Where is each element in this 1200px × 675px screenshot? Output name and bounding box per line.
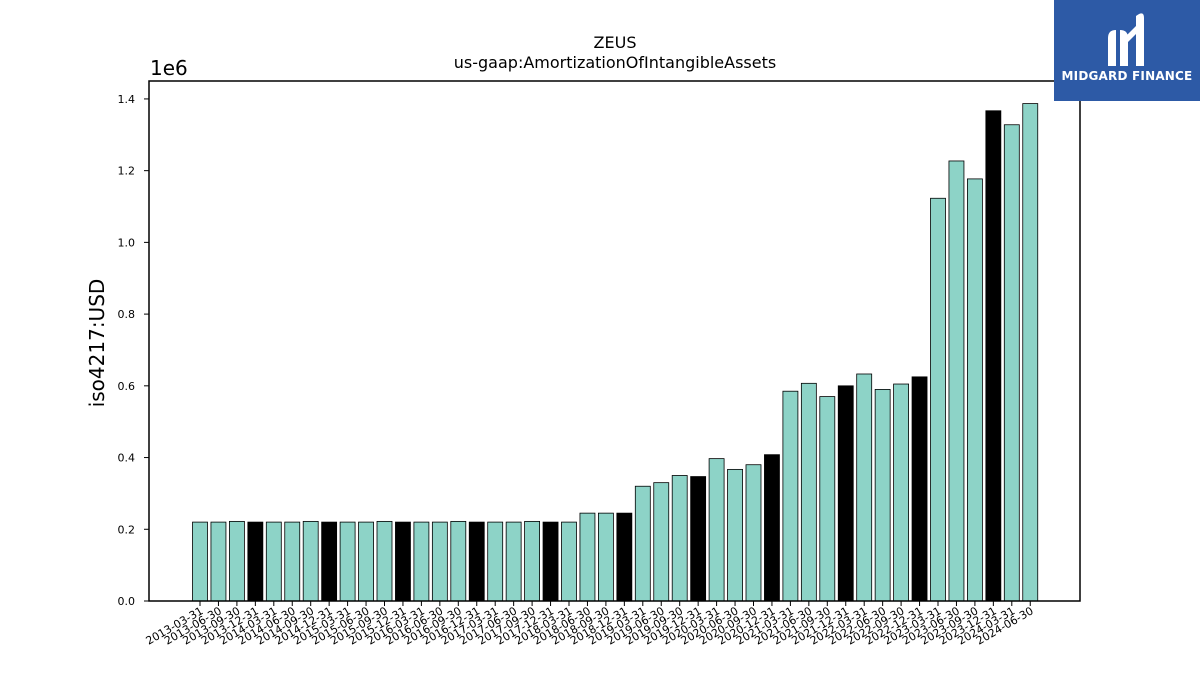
bar-2016-12-31 — [468, 521, 485, 602]
bar-2023-03-31 — [930, 197, 946, 602]
bar-2018-09-30 — [598, 512, 614, 602]
bar-2015-06-30 — [358, 521, 374, 602]
midgard-logo-icon — [1108, 13, 1144, 66]
bar-2022-12-31 — [911, 376, 928, 602]
bar-2020-12-31 — [764, 454, 780, 602]
bar-2016-06-30 — [431, 521, 448, 602]
bar-2013-12-31 — [247, 521, 264, 602]
bar-2017-03-31 — [487, 521, 504, 602]
bar-2022-03-31 — [856, 373, 873, 602]
y-tick-label: 0.8 — [118, 308, 136, 321]
bar-2016-03-31 — [413, 521, 430, 602]
y-tick-label: 0.0 — [118, 595, 136, 608]
bar-2017-06-30 — [505, 521, 522, 602]
bar-2021-12-31 — [837, 385, 854, 602]
brand-logo: MIDGARD FINANCE — [1054, 0, 1200, 101]
bar-2023-12-31 — [985, 110, 1002, 602]
bar-2024-03-31 — [1003, 124, 1020, 602]
bar-2020-03-31 — [708, 458, 725, 602]
bar-2019-09-30 — [671, 475, 688, 602]
bar-2023-09-30 — [967, 178, 983, 602]
bar-2021-09-30 — [819, 396, 836, 602]
bar-2014-06-30 — [284, 521, 301, 602]
y-tick-label: 1.4 — [118, 93, 136, 106]
y-tick-label: 1.2 — [118, 165, 136, 178]
bar-2019-12-31 — [690, 476, 707, 602]
bar-2013-03-31 — [192, 521, 208, 602]
y-tick-label: 0.6 — [118, 380, 136, 393]
bar-2013-06-30 — [210, 521, 227, 602]
bar-2015-09-30 — [376, 520, 393, 602]
bar-2014-09-30 — [302, 520, 319, 602]
brand-name: MIDGARD FINANCE — [1061, 69, 1193, 83]
chart-subtitle: us-gaap:AmortizationOfIntangibleAssets — [454, 53, 776, 72]
bar-2024-06-30 — [1022, 103, 1039, 602]
bar-2013-09-30 — [228, 520, 245, 602]
plot-frame — [148, 80, 1081, 602]
bar-2019-06-30 — [653, 482, 670, 602]
y-axis: 0.0 0.2 0.4 0.6 0.8 1.0 1.2 1.4 — [118, 93, 149, 608]
bar-2018-03-31 — [561, 521, 577, 602]
bar-2023-06-30 — [948, 160, 965, 602]
bar-2018-06-30 — [579, 512, 596, 602]
bar-2014-12-31 — [321, 521, 338, 602]
bar-2020-09-30 — [745, 464, 762, 602]
bar-2016-09-30 — [450, 520, 467, 602]
bar-2022-09-30 — [893, 383, 909, 602]
bar-2017-12-31 — [542, 521, 559, 602]
bar-2019-03-31 — [634, 485, 651, 602]
x-axis: 2013-03-312013-06-302013-09-302013-12-31… — [144, 601, 1036, 648]
y-scale-label: 1e6 — [150, 56, 188, 80]
bar-2021-06-30 — [800, 382, 817, 602]
bar-2021-03-31 — [782, 390, 799, 602]
bar-2020-06-30 — [727, 468, 743, 602]
bar-2017-09-30 — [524, 520, 540, 602]
bar-2018-12-31 — [616, 512, 633, 602]
y-axis-label: iso4217:USD — [85, 279, 109, 408]
bar-2015-12-31 — [395, 521, 411, 602]
y-tick-label: 0.2 — [118, 523, 136, 536]
bar-2014-03-31 — [265, 521, 282, 602]
chart-title: ZEUS — [594, 33, 637, 52]
y-tick-label: 0.4 — [118, 452, 136, 465]
bars-group — [192, 103, 1039, 602]
bar-2022-06-30 — [874, 389, 891, 602]
y-tick-label: 1.0 — [118, 236, 136, 249]
bar-2015-03-31 — [339, 521, 356, 602]
